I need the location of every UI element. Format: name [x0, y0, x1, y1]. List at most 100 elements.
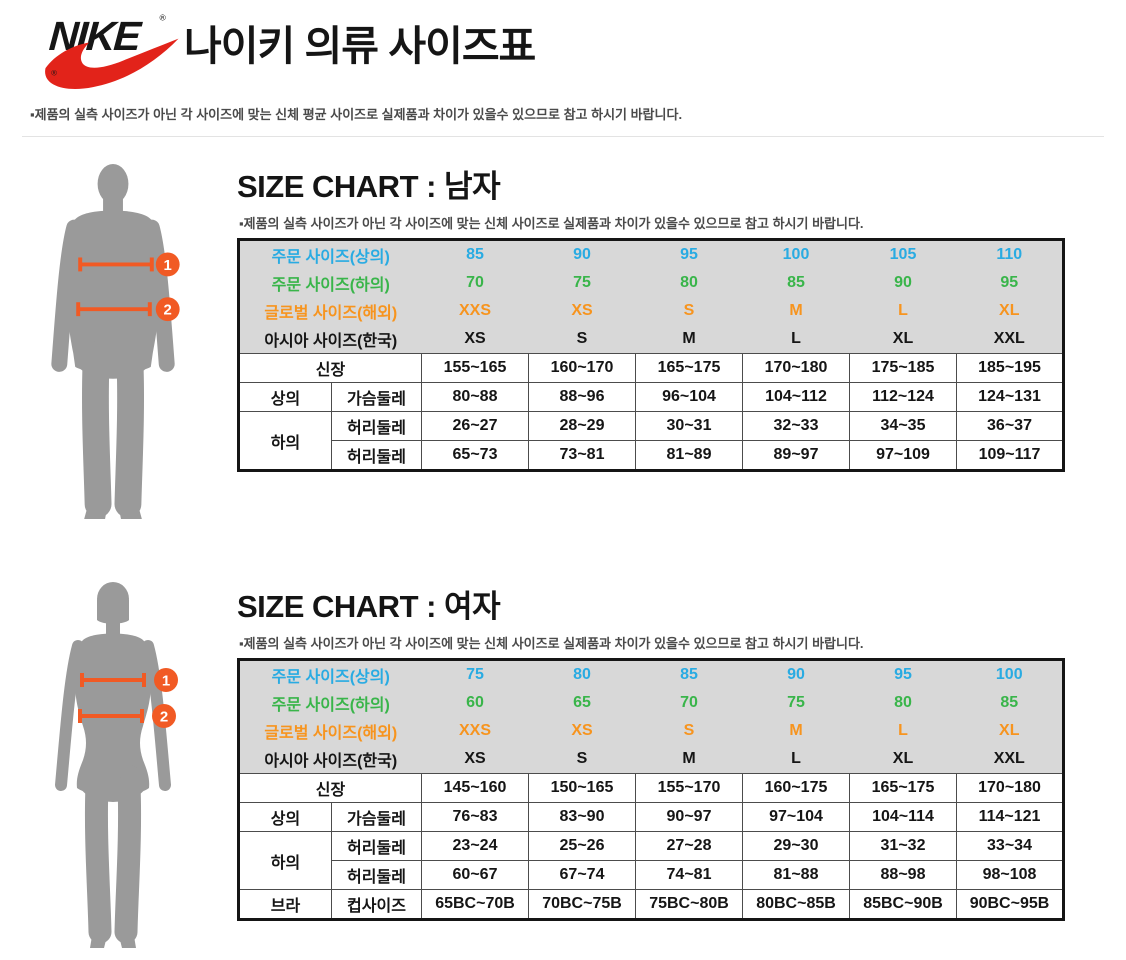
measure-value-cell: 88~98: [849, 860, 957, 890]
measure-group-cell: 상의: [238, 382, 332, 412]
size-value-cell: XXS: [421, 717, 529, 745]
size-value-cell: 95: [849, 659, 957, 689]
men-section-title: SIZE CHART : 남자: [237, 169, 501, 204]
measure-value-cell: 112~124: [849, 382, 957, 412]
measure-value-cell: 60~67: [421, 860, 529, 890]
size-system-row: 주문 사이즈(하의) 70 75 80 85 90 95: [238, 269, 1064, 297]
measure-value-cell: 70BC~75B: [528, 889, 636, 920]
measure-value-cell: 83~90: [528, 802, 636, 832]
marker-2-number: 2: [164, 303, 172, 319]
measure-row: 상의 가슴둘레 76~83 83~90 90~97 97~104 104~114 114~12…: [238, 802, 1064, 832]
size-value-cell: 80: [849, 689, 957, 717]
marker-1-badge: [154, 668, 178, 692]
measure-value-cell: 170~180: [956, 773, 1064, 803]
measure-value-cell: 90BC~95B: [956, 889, 1064, 920]
measure-value-cell: 97~109: [849, 440, 957, 471]
size-value-cell: 75: [528, 269, 636, 297]
size-value-cell: 60: [421, 689, 529, 717]
measure-value-cell: 33~34: [956, 831, 1064, 861]
measure-value-cell: 25~26: [528, 831, 636, 861]
men-section-disclaimer: ▪제품의 실측 사이즈가 아닌 각 사이즈에 맞는 신체 사이즈로 실제품과 차…: [239, 216, 864, 231]
size-value-cell: 80: [635, 269, 743, 297]
measure-value-cell: 96~104: [635, 382, 743, 412]
measure-value-cell: 88~96: [528, 382, 636, 412]
size-system-row: 주문 사이즈(하의) 60 65 70 75 80 85: [238, 689, 1064, 717]
size-value-cell: L: [742, 325, 850, 354]
measure-row: 신장 155~165 160~170 165~175 170~180 175~185 185…: [238, 353, 1064, 383]
size-value-cell: XXL: [956, 745, 1064, 774]
female-silhouette-graphic: 1 2: [55, 582, 178, 948]
measure-value-cell: 165~175: [635, 353, 743, 383]
size-value-cell: 90: [849, 269, 957, 297]
measure-value-cell: 160~170: [528, 353, 636, 383]
size-value-cell: L: [849, 297, 957, 325]
male-body-shape: [51, 163, 175, 520]
measure-value-cell: 31~32: [849, 831, 957, 861]
measure-value-cell: 97~104: [742, 802, 850, 832]
measure-value-cell: 145~160: [421, 773, 529, 803]
marker-1-badge: [155, 252, 180, 277]
measure-value-cell: 170~180: [742, 353, 850, 383]
male-silhouette-graphic: 1 2: [51, 163, 180, 520]
size-value-cell: M: [742, 297, 850, 325]
measure-value-cell: 34~35: [849, 411, 957, 441]
women-size-table: 주문 사이즈(상의) 75 80 85 90 95 100 주문 사이즈(하의) 60 65 70 7…: [237, 658, 1065, 921]
measure-value-cell: 73~81: [528, 440, 636, 471]
measure-group-cell: 상의: [238, 802, 332, 832]
size-value-cell: 80: [528, 659, 636, 689]
measure-value-cell: 155~170: [635, 773, 743, 803]
size-value-cell: XS: [421, 325, 529, 354]
measure-group-cell: 브라: [238, 889, 332, 920]
size-value-cell: XL: [849, 325, 957, 354]
measure-value-cell: 109~117: [956, 440, 1064, 471]
size-value-cell: M: [635, 325, 743, 354]
size-value-cell: XXS: [421, 297, 529, 325]
measure-row: 브라 컵사이즈 65BC~70B 70BC~75B 75BC~80B 80BC~85B 85…: [238, 889, 1064, 920]
size-value-cell: 100: [956, 659, 1064, 689]
measure-label-cell: 신장: [238, 773, 422, 803]
size-value-cell: 65: [528, 689, 636, 717]
size-system-label: 주문 사이즈(하의): [238, 689, 422, 717]
measure-value-cell: 160~175: [742, 773, 850, 803]
measure-value-cell: 32~33: [742, 411, 850, 441]
size-system-label: 주문 사이즈(하의): [238, 269, 422, 297]
marker-2-badge: [152, 704, 176, 728]
measure-value-cell: 89~97: [742, 440, 850, 471]
measure-value-cell: 65~73: [421, 440, 529, 471]
measure-value-cell: 81~88: [742, 860, 850, 890]
size-system-row: 글로벌 사이즈(해외) XXS XS S M L XL: [238, 717, 1064, 745]
measure-label-cell: 허리둘레: [331, 440, 422, 471]
size-value-cell: XL: [956, 717, 1064, 745]
measure-row: 허리둘레 60~67 67~74 74~81 81~88 88~98 98~108: [239, 860, 1064, 890]
measure-value-cell: 104~112: [742, 382, 850, 412]
size-system-label: 글로벌 사이즈(해외): [238, 717, 422, 745]
size-value-cell: XL: [956, 297, 1064, 325]
measure-row: 신장 145~160 150~165 155~170 160~175 165~175 170…: [238, 773, 1064, 803]
nike-logo-graphic: NIKE ® ®: [45, 13, 179, 89]
waist-measure-arrow: [78, 709, 144, 723]
size-value-cell: 110: [956, 239, 1064, 269]
measure-value-cell: 74~81: [635, 860, 743, 890]
men-size-table: 주문 사이즈(상의) 85 90 95 100 105 110 주문 사이즈(하의) 70 75 8…: [237, 238, 1065, 472]
registered-mark-icon: ®: [160, 13, 167, 23]
measure-value-cell: 76~83: [421, 802, 529, 832]
nike-wordmark: NIKE: [48, 13, 145, 59]
measure-value-cell: 175~185: [849, 353, 957, 383]
size-value-cell: 75: [742, 689, 850, 717]
size-value-cell: S: [635, 717, 743, 745]
measure-label-cell: 허리둘레: [331, 411, 422, 441]
size-value-cell: 85: [635, 659, 743, 689]
measure-value-cell: 150~165: [528, 773, 636, 803]
marker-2-badge: [155, 297, 180, 322]
measure-label-cell: 가슴둘레: [331, 382, 422, 412]
size-value-cell: XS: [528, 717, 636, 745]
measure-row: 하의 허리둘레 26~27 28~29 30~31 32~33 34~35 36~37: [238, 411, 1064, 471]
size-value-cell: S: [528, 325, 636, 354]
registered-mark-icon: ®: [51, 69, 57, 78]
female-silhouette: 1 2: [40, 580, 190, 957]
measure-value-cell: 27~28: [635, 831, 743, 861]
size-value-cell: 90: [528, 239, 636, 269]
size-system-label: 주문 사이즈(상의): [238, 239, 422, 269]
measure-row: 하의 허리둘레 23~24 25~26 27~28 29~30 31~32 33~34: [238, 831, 1064, 890]
size-value-cell: XS: [528, 297, 636, 325]
